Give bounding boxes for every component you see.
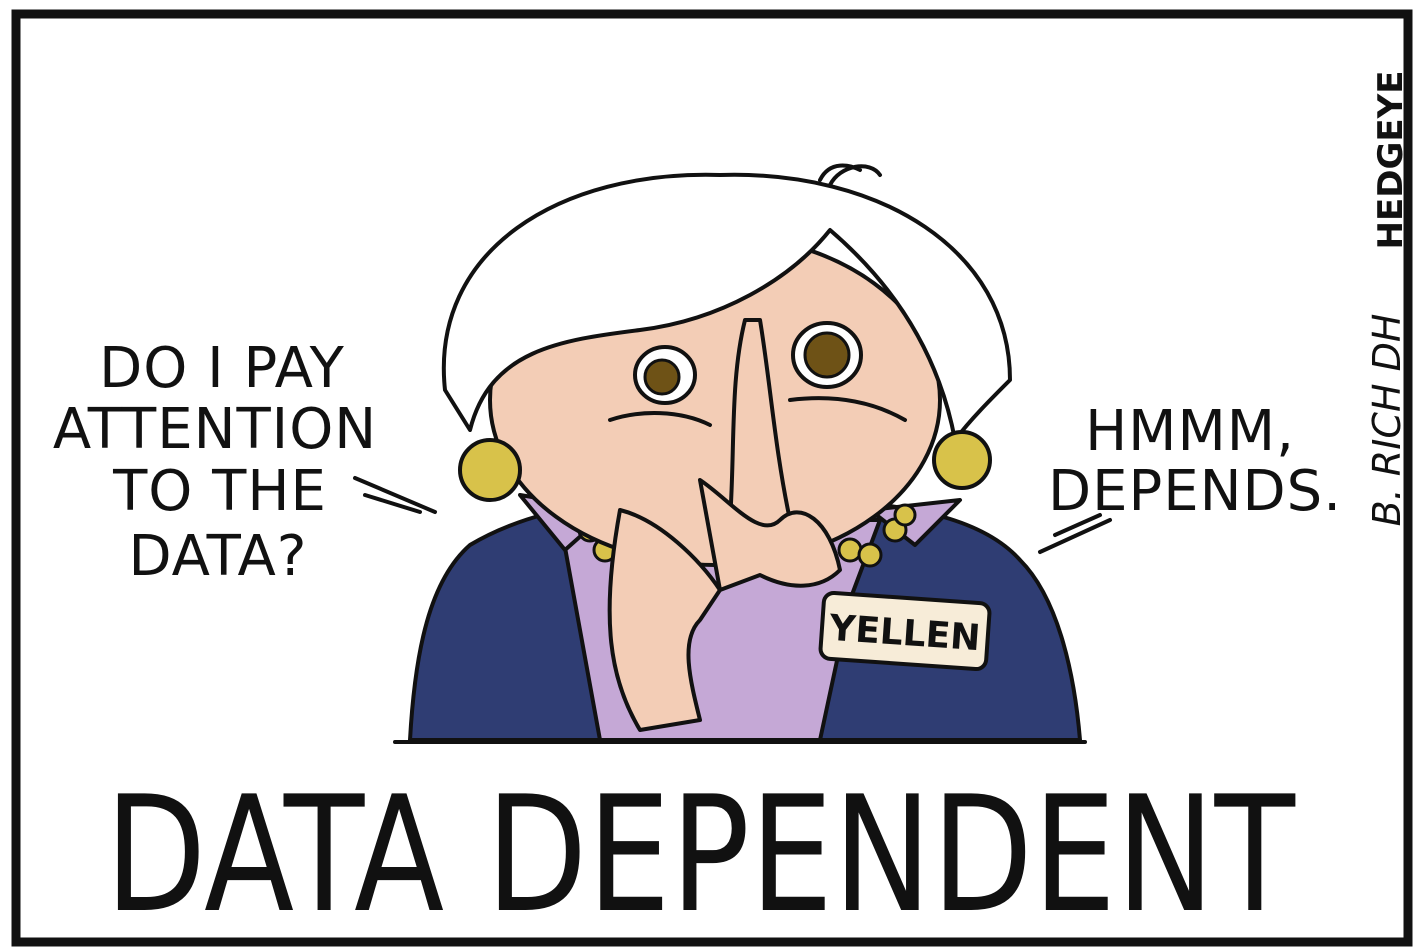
speech-right-pointer <box>1038 513 1112 554</box>
speech-right-line: HMMM, <box>1085 399 1295 464</box>
brand: HEDGEYE <box>1371 71 1411 250</box>
speech-left-line: TO THE <box>112 459 327 524</box>
earring-left <box>458 438 522 502</box>
hair-tuft <box>818 163 882 187</box>
earring-right <box>932 430 992 490</box>
speech-left-line: DO I PAY <box>99 336 345 401</box>
fingers <box>698 478 842 592</box>
speech-right-line: DEPENDS. <box>1048 459 1342 524</box>
eyes <box>608 321 907 427</box>
hand <box>607 508 722 732</box>
speech-left-line: DATA? <box>129 524 308 589</box>
speech-left-line: ATTENTION <box>53 397 377 462</box>
frame <box>11 9 1413 947</box>
caption: DATA DEPENDENT <box>105 761 1296 948</box>
speech-left-pointer <box>353 476 437 514</box>
name-tag <box>818 590 992 672</box>
signature: B. RICH DH <box>1365 314 1409 527</box>
